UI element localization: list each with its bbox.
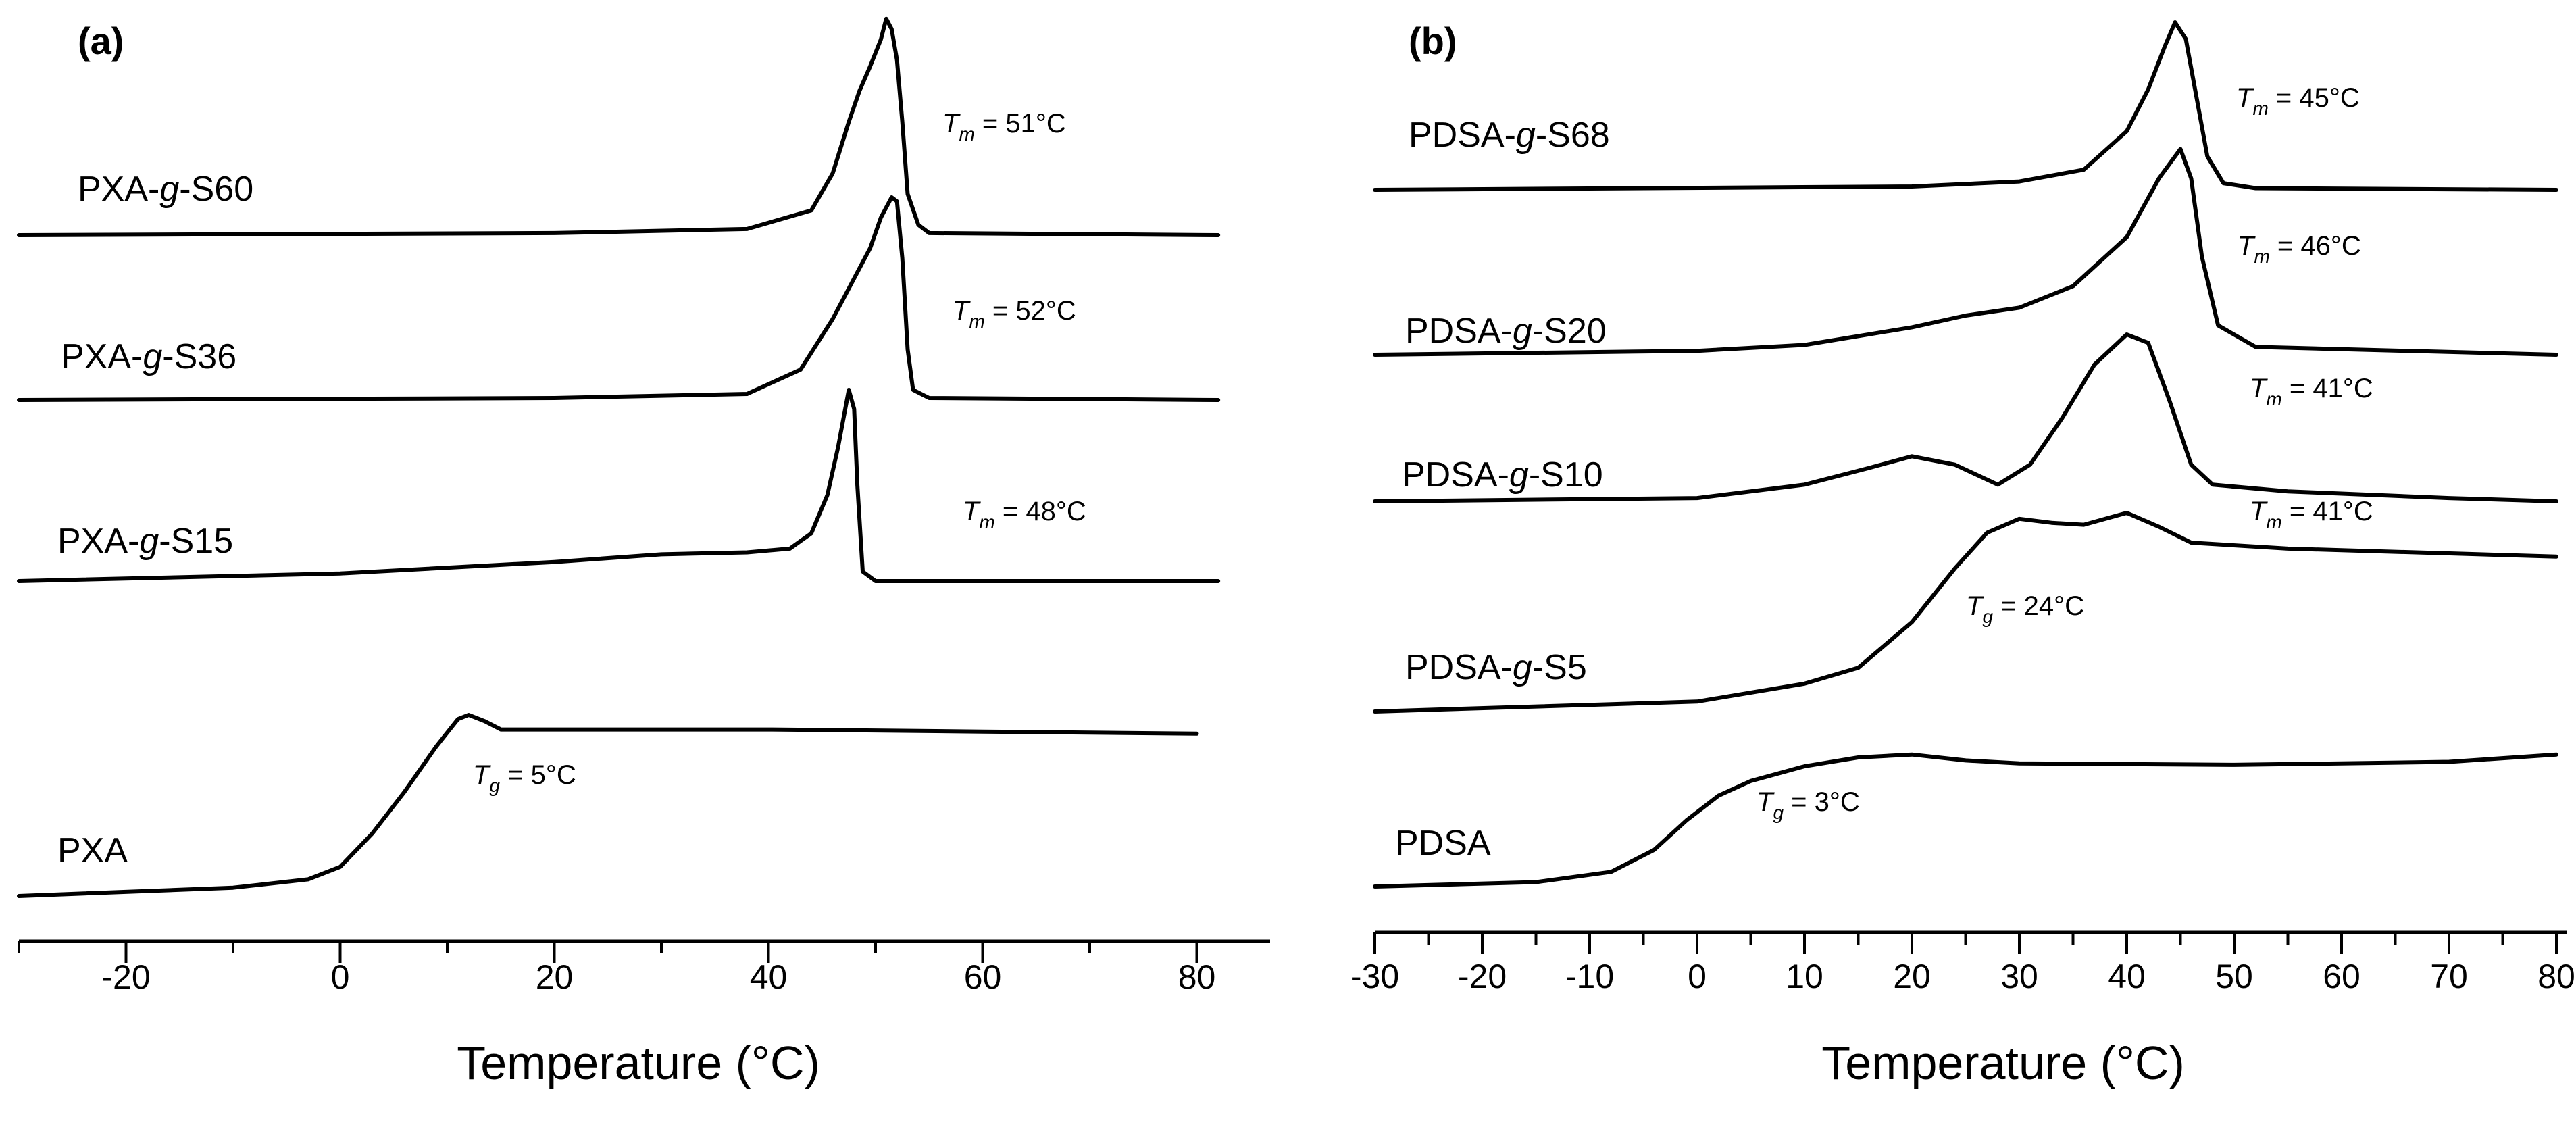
annotation-pdsa-g-s5-2: Tm = 41°C — [2250, 497, 2373, 532]
tick-label-b-60: 60 — [2323, 957, 2360, 995]
tick-label-a-40: 40 — [750, 958, 788, 996]
x-ticks-group-b: -30 -20 -10 0 10 20 30 40 50 60 70 80 — [1350, 932, 2575, 995]
tick-label-a-0: 0 — [331, 958, 350, 996]
annotation-pxa-g-s60: Tm = 51°C — [942, 109, 1066, 145]
x-ticks-group-a: -20 0 20 40 60 80 — [18, 941, 1216, 996]
tick-label-b-40: 40 — [2108, 957, 2146, 995]
series-labels-group-b: PDSA-g-S68 PDSA-g-S20 PDSA-g-S10 PDSA-g-S5 P… — [1395, 116, 1610, 863]
annotation-pdsa-g-s20: Tm = 46°C — [2238, 231, 2361, 267]
chart-panel-b: (b) PDSA-g-S68 PDSA-g-S20 PDSA-g-S10 PDSA-g… — [1324, 0, 2576, 1123]
tick-label-a-60: 60 — [964, 958, 1002, 996]
series-label-pxa-g-s36: PXA-g-S36 — [61, 337, 236, 376]
curves-group-a — [17, 16, 1221, 898]
tick-label-b-30: 30 — [2000, 957, 2038, 995]
annotations-group-a: Tm = 51°C Tm = 52°C Tm = 48°C Tg = 5°C — [473, 109, 1086, 796]
tick-label-b-80: 80 — [2537, 957, 2575, 995]
chart-svg-a: (a) PXA-g-S60 PXA-g-S36 PXA-g-S15 PXA Tm = … — [17, 16, 1270, 1089]
curves-group-b — [1373, 20, 2558, 889]
series-labels-group-a: PXA-g-S60 PXA-g-S36 PXA-g-S15 PXA — [57, 170, 253, 870]
series-label-pdsa: PDSA — [1395, 824, 1491, 863]
series-label-pdsa-g-s5: PDSA-g-S5 — [1405, 648, 1587, 687]
curve-pxa-g-s15 — [17, 388, 1221, 583]
annotation-pxa-g-s15: Tm = 48°C — [963, 497, 1086, 532]
annotation-pdsa-g-s5: Tg = 24°C — [1966, 591, 2084, 627]
curve-pxa-g-s60 — [17, 16, 1221, 237]
tick-label-b-20: 20 — [1893, 957, 1931, 995]
tick-label-b-70: 70 — [2430, 957, 2468, 995]
annotation-pxa-g-s36: Tm = 52°C — [953, 296, 1076, 332]
tick-label-b-50: 50 — [2215, 957, 2253, 995]
tick-label-a-80: 80 — [1178, 958, 1216, 996]
tick-label-b-30: -30 — [1350, 957, 1399, 995]
annotation-pdsa: Tg = 3°C — [1757, 787, 1860, 823]
annotation-pdsa-g-s10: Tm = 41°C — [2250, 374, 2373, 409]
curve-pxa — [17, 713, 1199, 898]
curve-pdsa-g-s68 — [1373, 20, 2558, 192]
panel-label-b: (b) — [1409, 20, 1457, 62]
x-axis-title-a: Temperature (°C) — [457, 1037, 820, 1089]
annotations-group-b: Tm = 45°C Tm = 46°C Tm = 41°C Tg = 24°C Tm =… — [1757, 83, 2373, 823]
chart-svg-b: (b) PDSA-g-S68PDSA-g-S20PDSA-g-S10PDSA-g… — [1350, 20, 2575, 1089]
chart-panel-a: (a) PXA-g-S60 PXA-g-S36 PXA-g-S15 PXA Tm = … — [0, 0, 1270, 1123]
tick-label-b-10: -10 — [1565, 957, 1614, 995]
tick-label-b-10: 10 — [1786, 957, 1823, 995]
tick-label-a-20: 20 — [536, 958, 574, 996]
series-label-pxa-g-s60: PXA-g-S60 — [78, 170, 253, 209]
tick-label-a-20: -20 — [101, 958, 150, 996]
series-label-pdsa-g-s68: PDSA-g-S68 — [1409, 116, 1610, 155]
tick-label-b-20: -20 — [1458, 957, 1507, 995]
panel-label-a: (a) — [78, 20, 124, 62]
series-label-pdsa-g-s20: PDSA-g-S20 — [1405, 311, 1607, 351]
series-label-pxa-g-s15: PXA-g-S15 — [57, 522, 233, 561]
curve-pdsa-g-s10 — [1373, 332, 2558, 503]
annotation-pxa: Tg = 5°C — [473, 760, 576, 796]
series-label-pxa: PXA — [57, 831, 128, 870]
tick-label-b-0: 0 — [1688, 957, 1707, 995]
curve-pdsa — [1373, 752, 2558, 889]
curve-pdsa-g-s5 — [1373, 511, 2558, 714]
x-axis-title-b: Temperature (°C) — [1821, 1037, 2185, 1089]
curve-pdsa-g-s20 — [1373, 147, 2558, 357]
curve-pxa-g-s36 — [17, 195, 1221, 402]
annotation-pdsa-g-s68: Tm = 45°C — [2236, 83, 2360, 119]
series-label-pdsa-g-s10: PDSA-g-S10 — [1402, 455, 1603, 495]
